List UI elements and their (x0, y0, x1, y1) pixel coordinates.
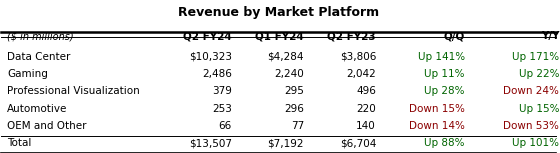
Text: $13,507: $13,507 (189, 138, 232, 148)
Text: 77: 77 (291, 121, 304, 131)
Text: OEM and Other: OEM and Other (7, 121, 86, 131)
Text: Q/Q: Q/Q (444, 31, 465, 41)
Text: 295: 295 (284, 86, 304, 96)
Text: 2,486: 2,486 (202, 69, 232, 79)
Text: $10,323: $10,323 (189, 52, 232, 62)
Text: Up 88%: Up 88% (424, 138, 465, 148)
Text: Gaming: Gaming (7, 69, 48, 79)
Text: 2,042: 2,042 (346, 69, 376, 79)
Text: Q2 FY24: Q2 FY24 (183, 31, 232, 41)
Text: Up 141%: Up 141% (418, 52, 465, 62)
Text: ($ in millions): ($ in millions) (7, 31, 73, 41)
Text: Up 171%: Up 171% (512, 52, 559, 62)
Text: $3,806: $3,806 (340, 52, 376, 62)
Text: 140: 140 (356, 121, 376, 131)
Text: Q1 FY24: Q1 FY24 (255, 31, 304, 41)
Text: $6,704: $6,704 (340, 138, 376, 148)
Text: Up 15%: Up 15% (519, 104, 559, 114)
Text: $7,192: $7,192 (267, 138, 304, 148)
Text: 496: 496 (356, 86, 376, 96)
Text: Down 24%: Down 24% (503, 86, 559, 96)
Text: 220: 220 (356, 104, 376, 114)
Text: Down 53%: Down 53% (503, 121, 559, 131)
Text: Revenue by Market Platform: Revenue by Market Platform (178, 6, 380, 19)
Text: Q2 FY23: Q2 FY23 (328, 31, 376, 41)
Text: Up 28%: Up 28% (424, 86, 465, 96)
Text: Total: Total (7, 138, 31, 148)
Text: Y/Y: Y/Y (541, 31, 559, 41)
Text: Professional Visualization: Professional Visualization (7, 86, 139, 96)
Text: Up 11%: Up 11% (424, 69, 465, 79)
Text: $4,284: $4,284 (267, 52, 304, 62)
Text: 253: 253 (212, 104, 232, 114)
Text: Down 14%: Down 14% (409, 121, 465, 131)
Text: Automotive: Automotive (7, 104, 67, 114)
Text: Up 101%: Up 101% (512, 138, 559, 148)
Text: Data Center: Data Center (7, 52, 71, 62)
Text: 379: 379 (212, 86, 232, 96)
Text: 66: 66 (218, 121, 232, 131)
Text: 2,240: 2,240 (274, 69, 304, 79)
Text: Up 22%: Up 22% (519, 69, 559, 79)
Text: 296: 296 (284, 104, 304, 114)
Text: Down 15%: Down 15% (409, 104, 465, 114)
